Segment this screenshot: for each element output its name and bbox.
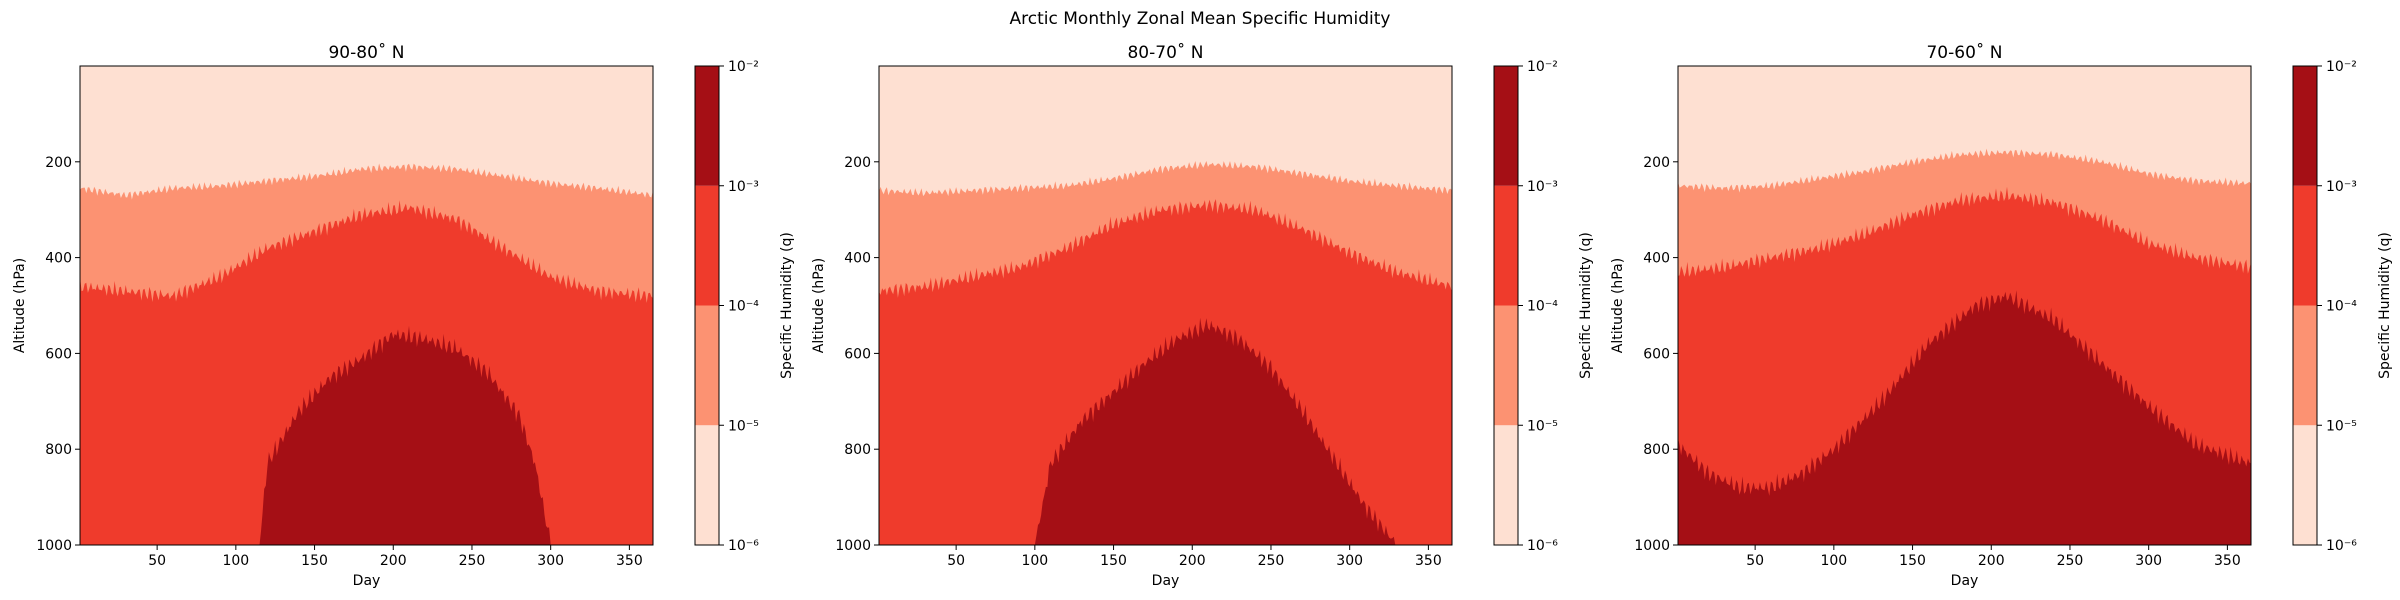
x-tick-label: 100 <box>222 553 249 569</box>
chart-panel-3: 70-60˚ N 50 100 150 200 250 300 350 200 400 600 800… <box>1610 42 2393 589</box>
colorbar-band <box>2293 305 2317 426</box>
x-tick-label: 350 <box>1415 553 1442 569</box>
x-tick-label: 300 <box>537 553 564 569</box>
y-tick-label: 400 <box>844 251 871 267</box>
axes-frame <box>878 65 1453 546</box>
colorbar-band <box>1494 66 1518 186</box>
panel-title: 80-70˚ N <box>1127 42 1203 63</box>
x-tick-label: 250 <box>1258 553 1285 569</box>
panel-title: 70-60˚ N <box>1926 42 2002 63</box>
colorbar-tick-label: 10⁻⁴ <box>728 299 759 315</box>
colorbar-tick-label: 10⁻³ <box>728 179 759 195</box>
y-tick-label: 600 <box>1643 346 1670 362</box>
y-tick-label: 1000 <box>835 538 871 554</box>
x-tick-label: 50 <box>1746 553 1764 569</box>
x-tick-label: 300 <box>1336 553 1363 569</box>
x-axis-label: Day <box>353 573 381 589</box>
contour-band-1e-3_1e-2 <box>1034 317 1397 545</box>
axes-frame <box>1677 65 2252 546</box>
x-tick-label: 350 <box>616 553 643 569</box>
colorbar-band <box>1494 305 1518 426</box>
colorbar-tick-label: 10⁻⁵ <box>728 418 759 434</box>
colorbar-tick-label: 10⁻² <box>728 59 759 75</box>
x-tick-label: 250 <box>2057 553 2084 569</box>
colorbar-band <box>695 425 719 545</box>
chart-panel-2: 80-70˚ N 50 100 150 200 250 300 350 200 400 600 800… <box>811 42 1594 589</box>
y-tick-label: 800 <box>1643 442 1670 458</box>
colorbar-band <box>695 185 719 306</box>
colorbar-label: Specific Humidity (q) <box>2377 232 2393 379</box>
colorbar-tick-label: 10⁻⁴ <box>2326 299 2357 315</box>
panel-title: 90-80˚ N <box>328 42 404 63</box>
colorbar-tick-label: 10⁻⁴ <box>1527 299 1558 315</box>
x-tick-label: 100 <box>1820 553 1847 569</box>
figure-title: Arctic Monthly Zonal Mean Specific Humid… <box>1010 9 1391 29</box>
y-tick-label: 400 <box>1643 251 1670 267</box>
y-axis-label: Altitude (hPa) <box>811 258 827 353</box>
colorbar-band <box>2293 185 2317 306</box>
y-tick-label: 600 <box>844 346 871 362</box>
x-axis-label: Day <box>1951 573 1979 589</box>
x-tick-label: 200 <box>1179 553 1206 569</box>
colorbar-tick-label: 10⁻⁵ <box>1527 418 1558 434</box>
y-tick-label: 1000 <box>36 538 72 554</box>
chart-panel-1: 90-80˚ N 50 100 150 200 250 300 350 200 400 600 800… <box>12 42 795 589</box>
colorbar-tick-label: 10⁻² <box>2326 59 2357 75</box>
x-tick-label: 50 <box>148 553 166 569</box>
y-tick-label: 400 <box>45 251 72 267</box>
colorbar-tick-label: 10⁻⁶ <box>2326 538 2357 554</box>
y-tick-label: 800 <box>844 442 871 458</box>
x-tick-label: 200 <box>380 553 407 569</box>
x-tick-label: 150 <box>301 553 328 569</box>
y-tick-label: 200 <box>45 155 72 171</box>
colorbar-label: Specific Humidity (q) <box>779 232 795 379</box>
colorbar-tick-label: 10⁻⁶ <box>1527 538 1558 554</box>
y-tick-label: 200 <box>1643 155 1670 171</box>
x-tick-label: 100 <box>1021 553 1048 569</box>
colorbar-tick-label: 10⁻⁵ <box>2326 418 2357 434</box>
colorbar-band <box>2293 66 2317 186</box>
x-axis-label: Day <box>1152 573 1180 589</box>
y-axis-label: Altitude (hPa) <box>12 258 28 353</box>
colorbar-band <box>1494 425 1518 545</box>
y-tick-label: 800 <box>45 442 72 458</box>
x-tick-label: 250 <box>459 553 486 569</box>
colorbar-band <box>695 305 719 426</box>
x-tick-label: 350 <box>2214 553 2241 569</box>
y-axis-label: Altitude (hPa) <box>1610 258 1626 353</box>
colorbar-tick-label: 10⁻² <box>1527 59 1558 75</box>
y-tick-label: 1000 <box>1634 538 1670 554</box>
axes-frame <box>79 65 654 546</box>
colorbar-tick-label: 10⁻⁶ <box>728 538 759 554</box>
contour-band-1e-3_1e-2 <box>1678 290 2251 545</box>
y-tick-label: 600 <box>45 346 72 362</box>
colorbar-band <box>695 66 719 186</box>
colorbar-band <box>1494 185 1518 306</box>
colorbar-tick-label: 10⁻³ <box>2326 179 2357 195</box>
colorbar-band <box>2293 425 2317 545</box>
x-tick-label: 150 <box>1899 553 1926 569</box>
x-tick-label: 200 <box>1978 553 2005 569</box>
y-tick-label: 200 <box>844 155 871 171</box>
x-tick-label: 50 <box>947 553 965 569</box>
x-tick-label: 150 <box>1100 553 1127 569</box>
contour-band-1e-3_1e-2 <box>259 325 551 545</box>
colorbar-tick-label: 10⁻³ <box>1527 179 1558 195</box>
x-tick-label: 300 <box>2135 553 2162 569</box>
colorbar-label: Specific Humidity (q) <box>1578 232 1594 379</box>
